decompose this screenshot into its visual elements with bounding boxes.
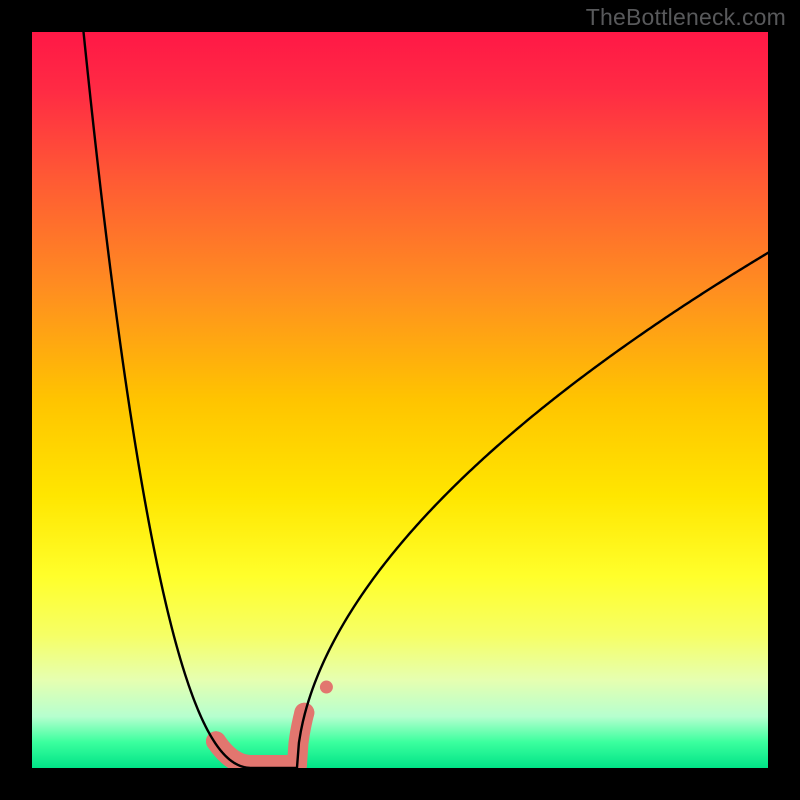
bottleneck-curve: [32, 32, 768, 768]
watermark-text: TheBottleneck.com: [586, 4, 786, 31]
plot-area: [32, 32, 768, 768]
chart-frame: TheBottleneck.com: [0, 0, 800, 800]
